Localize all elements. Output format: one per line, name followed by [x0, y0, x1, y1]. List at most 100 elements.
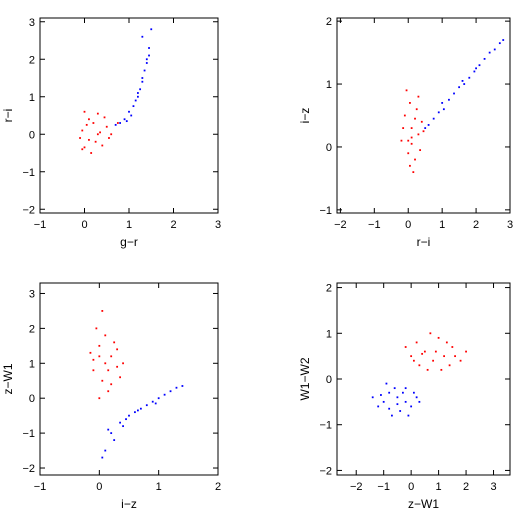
data-point — [409, 164, 411, 167]
y-axis-label: r−i — [1, 109, 15, 123]
data-point — [405, 89, 408, 92]
data-point — [110, 432, 113, 435]
y-tick-label: −2 — [319, 465, 332, 477]
data-point — [79, 137, 81, 139]
x-tick-label: −1 — [377, 481, 390, 493]
data-point — [468, 76, 471, 79]
x-tick-label: 0 — [81, 219, 87, 231]
data-point — [437, 111, 440, 114]
data-point — [399, 410, 402, 412]
data-point — [122, 362, 124, 365]
data-point — [98, 355, 101, 358]
data-point — [175, 386, 178, 389]
data-point — [137, 95, 139, 98]
data-point — [410, 405, 413, 408]
data-point — [410, 136, 413, 139]
data-point — [407, 139, 410, 142]
data-point — [103, 116, 106, 119]
data-point — [400, 139, 403, 142]
data-point — [110, 383, 113, 386]
data-point — [116, 365, 119, 368]
data-point — [454, 355, 456, 358]
data-point — [107, 369, 110, 372]
x-tick-label: 2 — [473, 219, 479, 231]
data-point — [371, 396, 374, 399]
data-point — [442, 108, 445, 111]
y-tick-label: 1 — [326, 79, 332, 91]
data-point — [113, 439, 116, 441]
data-point — [412, 391, 415, 394]
y-tick-label: 3 — [29, 288, 35, 300]
data-point — [422, 130, 425, 133]
y-tick-label: 0 — [29, 129, 35, 141]
data-point — [89, 351, 92, 354]
data-point — [130, 114, 133, 117]
x-tick-label: 0 — [405, 219, 411, 231]
data-point — [98, 397, 101, 400]
data-point — [415, 341, 418, 344]
y-axis-label: z−W1 — [1, 363, 15, 394]
data-point — [94, 140, 97, 143]
data-point — [417, 95, 420, 98]
y-tick-label: 2 — [326, 16, 332, 28]
data-point — [410, 142, 413, 145]
data-point — [119, 122, 121, 124]
data-point — [101, 144, 104, 147]
y-tick-label: 3 — [29, 17, 35, 29]
x-tick-label: −1 — [368, 219, 381, 231]
data-point — [92, 369, 95, 372]
data-point — [88, 138, 90, 141]
data-point — [139, 407, 142, 410]
data-point — [137, 92, 139, 94]
data-point — [437, 336, 440, 339]
y-tick-label: 1 — [326, 328, 332, 340]
x-tick-label: 2 — [170, 219, 176, 231]
data-point — [110, 133, 113, 136]
points-group — [89, 310, 184, 459]
data-point — [105, 125, 108, 128]
data-point — [461, 80, 464, 82]
x-tick-label: 2 — [215, 481, 221, 493]
data-point — [125, 418, 127, 421]
data-point — [463, 83, 466, 85]
data-point — [157, 397, 160, 400]
x-tick-label: 3 — [507, 219, 513, 231]
data-point — [81, 129, 84, 132]
data-point — [429, 332, 432, 335]
x-tick-label: −2 — [350, 481, 363, 493]
data-point — [417, 133, 420, 136]
data-point — [116, 348, 119, 351]
x-tick-label: 1 — [156, 481, 162, 493]
data-point — [107, 390, 110, 393]
data-point — [393, 387, 396, 390]
y-tick-label: 1 — [29, 92, 35, 104]
data-point — [143, 69, 146, 72]
data-point — [459, 359, 462, 362]
data-point — [424, 127, 427, 129]
data-point — [169, 390, 172, 393]
data-point — [141, 80, 144, 83]
plot-frame — [336, 282, 511, 476]
data-point — [426, 368, 429, 371]
data-point — [98, 344, 101, 347]
x-tick-label: 0 — [96, 481, 102, 493]
data-point — [388, 407, 391, 410]
data-point — [92, 122, 95, 124]
data-point — [123, 118, 126, 121]
data-point — [128, 414, 130, 417]
x-tick-label: −1 — [34, 481, 47, 493]
data-point — [132, 105, 135, 108]
data-point — [465, 350, 467, 353]
data-point — [414, 117, 416, 120]
data-point — [478, 64, 481, 67]
data-point — [419, 149, 422, 151]
data-point — [443, 355, 445, 358]
x-tick-label: 1 — [439, 219, 445, 231]
data-point — [483, 57, 486, 60]
data-point — [145, 58, 148, 61]
points-group — [79, 28, 153, 154]
data-point — [104, 334, 107, 337]
data-point — [107, 428, 110, 431]
data-point — [154, 402, 157, 405]
